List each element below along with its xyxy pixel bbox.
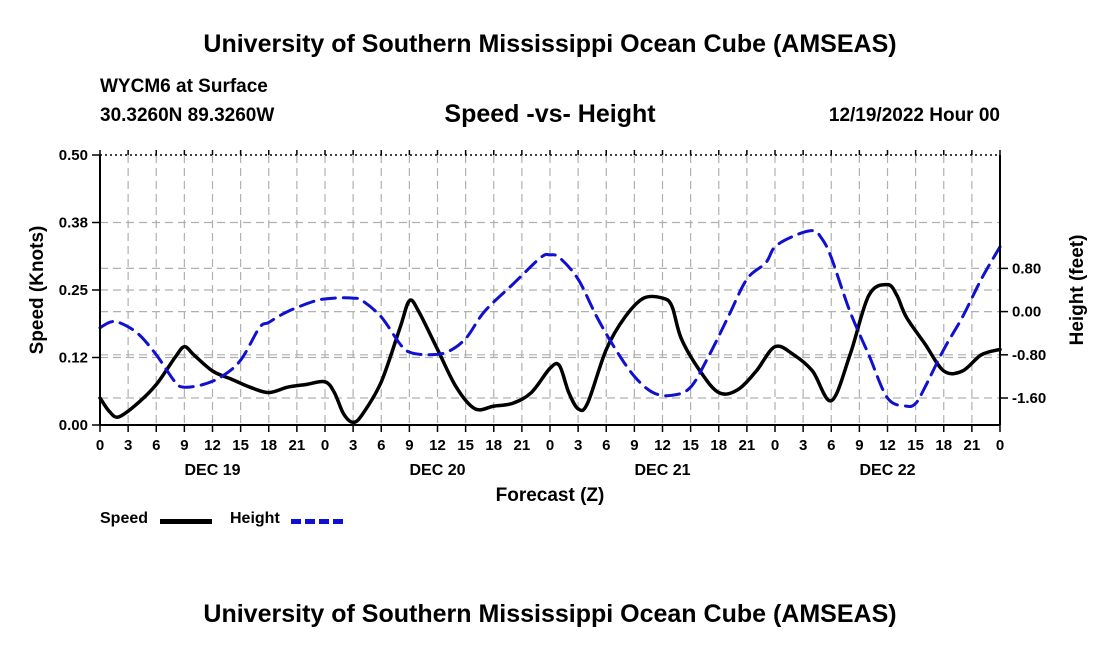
y-tick-label: 0.25	[59, 282, 88, 299]
y2-axis-title: Height (feet)	[1067, 235, 1088, 346]
y-tick-label: 0.00	[59, 417, 88, 434]
legend-height-swatch	[291, 519, 343, 524]
x-tick-label: 21	[514, 437, 531, 454]
x-tick-label: 3	[124, 437, 132, 454]
x-tick-label: 18	[260, 437, 277, 454]
x-tick-label: 9	[405, 437, 413, 454]
y-tick-label: 0.38	[59, 215, 88, 232]
day-label: DEC 21	[634, 462, 690, 479]
x-tick-label: 12	[429, 437, 446, 454]
y-axis-title: Speed (Knots)	[27, 226, 48, 355]
x-tick-label: 9	[855, 437, 863, 454]
x-tick-label: 6	[152, 437, 160, 454]
x-tick-label: 0	[996, 437, 1004, 454]
x-tick-label: 12	[654, 437, 671, 454]
y2-tick-label: 0.00	[1012, 304, 1041, 321]
x-tick-label: 0	[771, 437, 779, 454]
x-tick-label: 6	[602, 437, 610, 454]
x-tick-label: 3	[574, 437, 582, 454]
x-tick-label: 0	[321, 437, 329, 454]
x-tick-label: 15	[232, 437, 249, 454]
legend-speed-swatch	[160, 519, 212, 524]
day-label: DEC 20	[409, 462, 465, 479]
legend-speed-label: Speed	[100, 510, 149, 527]
x-tick-label: 21	[289, 437, 306, 454]
x-tick-label: 18	[710, 437, 727, 454]
y-tick-label: 0.12	[59, 350, 88, 367]
height-series-line	[98, 229, 1002, 408]
x-tick-label: 12	[879, 437, 896, 454]
y2-tick-label: -0.80	[1012, 347, 1046, 364]
x-tick-label: 6	[377, 437, 385, 454]
x-tick-label: 6	[827, 437, 835, 454]
x-tick-label: 21	[964, 437, 981, 454]
y-tick-label: 0.50	[59, 147, 88, 164]
x-tick-label: 21	[739, 437, 756, 454]
top-title: University of Southern Mississippi Ocean…	[203, 30, 897, 58]
y2-tick-label: 0.80	[1012, 260, 1041, 277]
x-tick-label: 0	[96, 437, 104, 454]
x-tick-label: 3	[799, 437, 807, 454]
x-tick-label: 15	[682, 437, 699, 454]
x-axis-title: Forecast (Z)	[496, 485, 605, 506]
x-tick-label: 12	[204, 437, 221, 454]
speed-height-chart: 0 3 6 9 12 15 18 21 0 3 6 9 12 15 18 21 0 3 6 9 12 15 18 21 0 3 6 9…	[27, 147, 1088, 506]
x-tick-label: 9	[630, 437, 638, 454]
legend-height-label: Height	[230, 510, 280, 527]
x-tick-label: 3	[349, 437, 357, 454]
bottom-title: University of Southern Mississippi Ocean…	[203, 600, 897, 628]
date-label: 12/19/2022 Hour 00	[828, 105, 1000, 126]
day-label: DEC 22	[859, 462, 915, 479]
x-tick-label: 15	[457, 437, 474, 454]
x-tick-label: 15	[907, 437, 924, 454]
x-tick-label: 0	[546, 437, 554, 454]
x-tick-label: 9	[180, 437, 188, 454]
chart-title: Speed -vs- Height	[444, 100, 656, 128]
coordinates-label: 30.3260N 89.3260W	[100, 105, 275, 126]
speed-series-line	[98, 282, 1002, 425]
x-tick-label: 18	[935, 437, 952, 454]
day-label: DEC 19	[184, 462, 240, 479]
x-tick-label: 18	[485, 437, 502, 454]
station-label: WYCM6 at Surface	[100, 76, 268, 97]
y2-tick-label: -1.60	[1012, 390, 1046, 407]
